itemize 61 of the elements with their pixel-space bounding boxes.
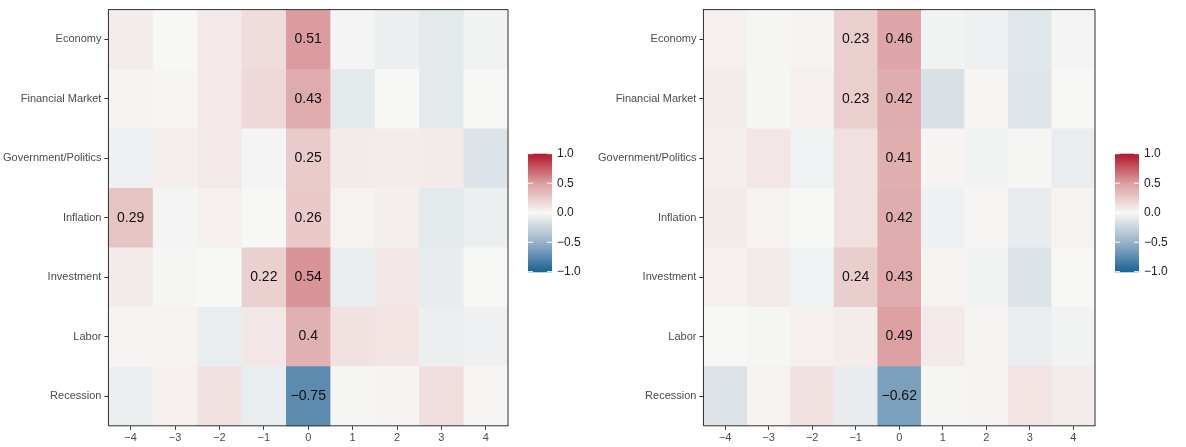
data-label: 0.42	[885, 208, 914, 225]
color-bar-label: 0.5	[557, 175, 575, 190]
x-tick-label: 3	[438, 431, 445, 444]
color-bar-label: 0.0	[1144, 205, 1162, 220]
data-label: 0.29	[117, 208, 145, 225]
y-tick-label: Recession	[645, 389, 697, 402]
data-label: 0.23	[842, 89, 870, 106]
x-tick-label: −3	[168, 431, 182, 444]
y-tick-label: Investment	[47, 270, 102, 283]
y-tick-label: Government/Politics	[2, 151, 102, 164]
x-tick-label: 1	[939, 431, 946, 444]
color-bar-label: −0.5	[557, 234, 582, 249]
data-label: 0.25	[294, 149, 323, 166]
y-tick-label: Labor	[668, 329, 697, 342]
data-label: 0.24	[842, 268, 870, 285]
x-tick-label: −4	[718, 431, 732, 444]
y-tick-label: Investment	[642, 270, 697, 283]
data-label: 0.22	[250, 268, 278, 285]
data-label: 0.46	[885, 30, 914, 47]
y-tick-label: Labor	[73, 329, 102, 342]
x-tick-label: −3	[762, 431, 775, 444]
color-bar-label: −1.0	[1144, 264, 1169, 279]
data-label: 0.43	[294, 89, 323, 106]
x-tick-label: −4	[124, 431, 137, 444]
x-tick-label: −1	[849, 431, 862, 444]
y-tick-label: Economy	[650, 32, 697, 45]
x-tick-label: −2	[213, 431, 226, 444]
data-label: 0.43	[885, 268, 914, 285]
y-tick-label: Financial Market	[615, 91, 697, 104]
color-bar-label: 0.5	[1144, 175, 1162, 190]
x-tick-label: 2	[983, 431, 990, 444]
data-label: 0.51	[294, 30, 323, 47]
y-tick-label: Financial Market	[20, 91, 102, 104]
y-tick-label: Inflation	[62, 210, 102, 223]
x-tick-label: 3	[1026, 431, 1033, 444]
data-label: 0.4	[298, 327, 319, 344]
color-bar-label: −0.5	[1144, 234, 1169, 249]
color-bar-label: −1.0	[557, 264, 582, 279]
data-label: −0.62	[881, 386, 918, 403]
x-tick-label: −1	[257, 431, 271, 444]
x-tick-label: −2	[805, 431, 819, 444]
x-tick-label: 0	[305, 431, 312, 444]
data-label: 0.49	[885, 327, 914, 344]
x-tick-label: 1	[349, 431, 356, 444]
y-tick-label: Economy	[55, 32, 102, 45]
y-tick-label: Inflation	[657, 210, 697, 223]
color-bar-label: 1.0	[557, 146, 575, 161]
x-tick-label: 4	[1070, 431, 1077, 444]
data-label: 0.54	[294, 268, 323, 285]
data-label: 0.42	[885, 89, 914, 106]
x-tick-label: 4	[482, 431, 489, 444]
color-bar-label: 1.0	[1144, 146, 1162, 161]
y-tick-label: Recession	[50, 389, 102, 402]
x-tick-label: 2	[393, 431, 401, 444]
data-label: −0.75	[290, 386, 327, 403]
y-tick-label: Government/Politics	[597, 151, 697, 164]
data-label: 0.41	[885, 149, 914, 166]
x-tick-label: 0	[896, 431, 903, 444]
data-label: 0.23	[842, 30, 870, 47]
color-bar-label: 0.0	[557, 205, 575, 220]
data-label: 0.26	[294, 208, 323, 225]
